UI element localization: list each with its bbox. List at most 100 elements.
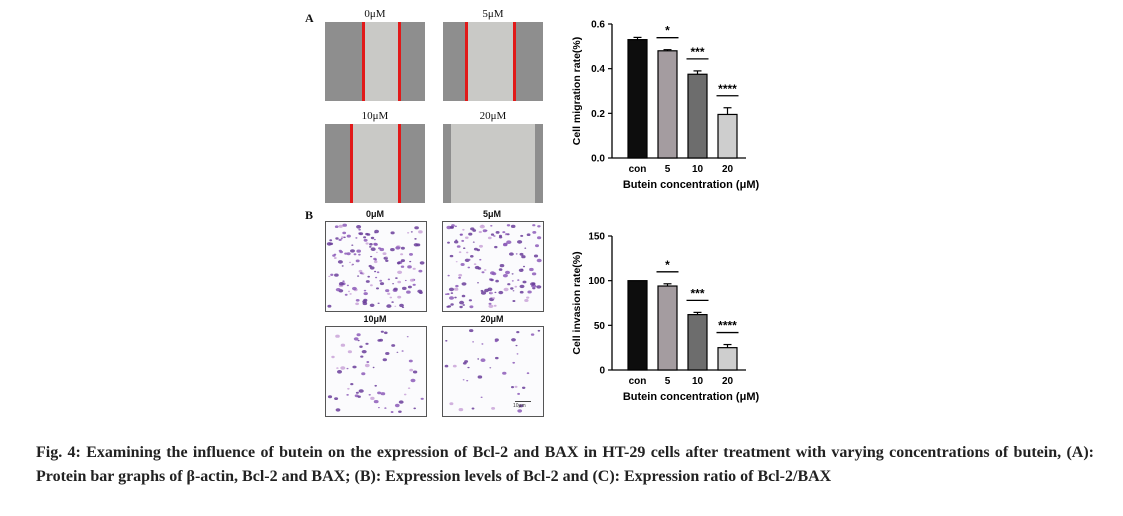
stained-cell (357, 275, 360, 277)
stained-cell (374, 232, 377, 234)
stained-cell (363, 238, 368, 242)
migration-bar (627, 39, 648, 159)
scratch-label-20: 20μM (479, 110, 507, 122)
stained-cell (480, 358, 486, 362)
stained-cell (460, 263, 465, 266)
invasion-y-tick-label: 150 (588, 232, 605, 243)
stained-cell (374, 384, 377, 387)
stained-cell (342, 231, 347, 235)
stained-cell (392, 283, 394, 285)
stained-cell (449, 225, 454, 229)
scratch-image-10 (325, 124, 425, 203)
stained-cell (387, 278, 391, 281)
scratch-label-0: 0μM (364, 8, 386, 20)
stained-cell (380, 392, 386, 396)
stained-cell (454, 240, 459, 244)
stained-cell (338, 224, 343, 228)
stained-cell (393, 287, 398, 291)
stained-cell (342, 223, 347, 227)
migration-y-axis-label: Cell migration rate(%) (571, 37, 583, 146)
invasion-x-tick-label: con (629, 376, 647, 387)
stained-cell (479, 224, 485, 229)
stained-cell (407, 387, 411, 389)
stained-cell (448, 287, 455, 292)
stained-cell (472, 241, 475, 243)
stained-cell (365, 342, 369, 345)
stained-cell (380, 330, 384, 333)
stained-cell (454, 225, 457, 228)
stained-cell (360, 355, 364, 358)
stained-cell (375, 276, 378, 279)
stained-cell (517, 409, 523, 413)
stained-cell (505, 270, 510, 275)
stained-cell (337, 370, 342, 374)
stained-cell (397, 295, 402, 299)
stained-cell (526, 233, 531, 236)
stained-cell (446, 293, 450, 295)
stained-cell (514, 385, 518, 388)
stained-cell (369, 303, 375, 307)
stained-cell (419, 261, 425, 265)
stained-cell (535, 244, 539, 248)
stained-cell (373, 260, 378, 264)
stained-cell (459, 305, 463, 309)
stained-cell (480, 396, 483, 398)
stained-cell (346, 394, 349, 396)
invasion-significance-label: * (665, 258, 670, 272)
stained-cell (493, 235, 496, 237)
stained-cell (515, 253, 518, 255)
stained-cell (495, 279, 499, 283)
stained-cell (410, 378, 416, 383)
invasion-significance-label: **** (718, 319, 737, 333)
stained-cell (327, 395, 333, 399)
stained-cell (407, 232, 410, 234)
stained-cell (341, 236, 344, 239)
stained-cell (469, 329, 474, 333)
stained-cell (482, 229, 487, 233)
stained-cell (370, 284, 373, 287)
stained-cell (531, 272, 537, 276)
migration-bar (717, 113, 738, 159)
invasion-bar (657, 285, 678, 371)
stained-cell (347, 290, 351, 293)
stained-cell (389, 296, 393, 299)
stained-cell (366, 361, 370, 363)
migration-x-tick-label: 20 (722, 164, 734, 175)
panel-a-letter: A (305, 11, 314, 25)
stained-cell (499, 234, 502, 237)
migration-y-tick-label: 0.4 (591, 64, 605, 75)
invasion-x-tick-label: 5 (665, 376, 671, 387)
migration-x-tick-label: con (629, 164, 647, 175)
stained-cell (490, 291, 493, 294)
stained-cell (459, 233, 463, 236)
stained-cell (400, 253, 404, 256)
stained-cell (511, 273, 514, 275)
stained-cell (449, 254, 454, 258)
stained-cell (408, 359, 413, 363)
stained-cell (402, 286, 407, 290)
stained-cell (469, 305, 474, 309)
stained-cell (373, 257, 377, 261)
stained-cell (492, 297, 496, 300)
stained-cell (355, 302, 359, 306)
stained-cell (400, 265, 405, 268)
stained-cell (454, 296, 457, 299)
stained-cell (331, 355, 335, 359)
stained-cell (530, 333, 535, 336)
stained-cell (383, 256, 388, 260)
stained-cell (519, 252, 524, 256)
invasion-bar (717, 347, 738, 371)
stained-cell (377, 339, 382, 342)
stained-cell (537, 329, 541, 332)
stained-cell (458, 276, 461, 279)
stained-cell (522, 280, 527, 284)
stained-cell (384, 331, 388, 335)
stained-cell (452, 364, 457, 368)
stained-cell (444, 364, 449, 368)
stained-cell (352, 365, 357, 369)
stained-cell (363, 236, 367, 239)
stained-cell (449, 402, 454, 406)
stained-cell (356, 333, 361, 337)
stained-cell (329, 239, 333, 242)
migration-significance-label: * (665, 24, 670, 38)
